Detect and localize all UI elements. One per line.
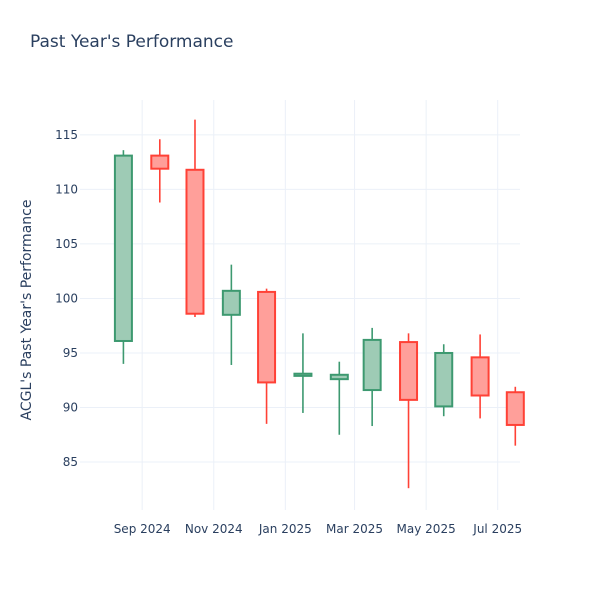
candle-body: [293, 372, 313, 377]
candle-body: [221, 289, 241, 316]
y-tick-label: 115: [55, 128, 78, 142]
candlestick: [150, 139, 170, 203]
y-axis-title: ACGL's Past Year's Performance: [19, 199, 35, 421]
candlestick: [434, 344, 454, 417]
y-tick-label: 110: [55, 182, 78, 196]
candle-body: [257, 290, 277, 384]
x-tick-label: May 2025: [397, 522, 456, 536]
candlestick: [185, 119, 205, 317]
x-tick-label: Jan 2025: [258, 522, 312, 536]
candle-body: [113, 154, 133, 342]
candle-body: [185, 168, 205, 315]
x-tick-label: Sep 2024: [114, 522, 171, 536]
candlestick: [362, 327, 382, 427]
candle-body: [470, 356, 490, 397]
y-tick-label: 95: [63, 346, 78, 360]
candlestick: [399, 333, 419, 489]
chart-title: Past Year's Performance: [30, 32, 234, 52]
axis-layer: 85 90 95 100 105 110 115 Sep 2024 Nov 2024 Jan 20…: [55, 128, 522, 536]
y-tick-label: 85: [63, 455, 78, 469]
candlestick: [113, 150, 133, 364]
candlestick: [505, 386, 525, 446]
candle-body: [399, 341, 419, 401]
y-tick-label: 90: [63, 401, 78, 415]
x-tick-label: Mar 2025: [326, 522, 383, 536]
y-tick-label: 105: [55, 237, 78, 251]
y-tick-label: 100: [55, 291, 78, 305]
candle-body: [434, 351, 454, 408]
candle-layer: [113, 119, 525, 489]
candlestick: [257, 288, 277, 424]
x-tick-label: Jul 2025: [472, 522, 522, 536]
candlestick: [293, 333, 313, 413]
candlestick: [329, 361, 349, 435]
grid-layer: [80, 100, 520, 510]
candle-body: [505, 391, 525, 426]
candle-body: [150, 154, 170, 170]
candle-body: [329, 373, 349, 381]
candlestick: [221, 264, 241, 365]
candlestick: [470, 334, 490, 419]
x-tick-label: Nov 2024: [185, 522, 243, 536]
candle-body: [362, 338, 382, 392]
